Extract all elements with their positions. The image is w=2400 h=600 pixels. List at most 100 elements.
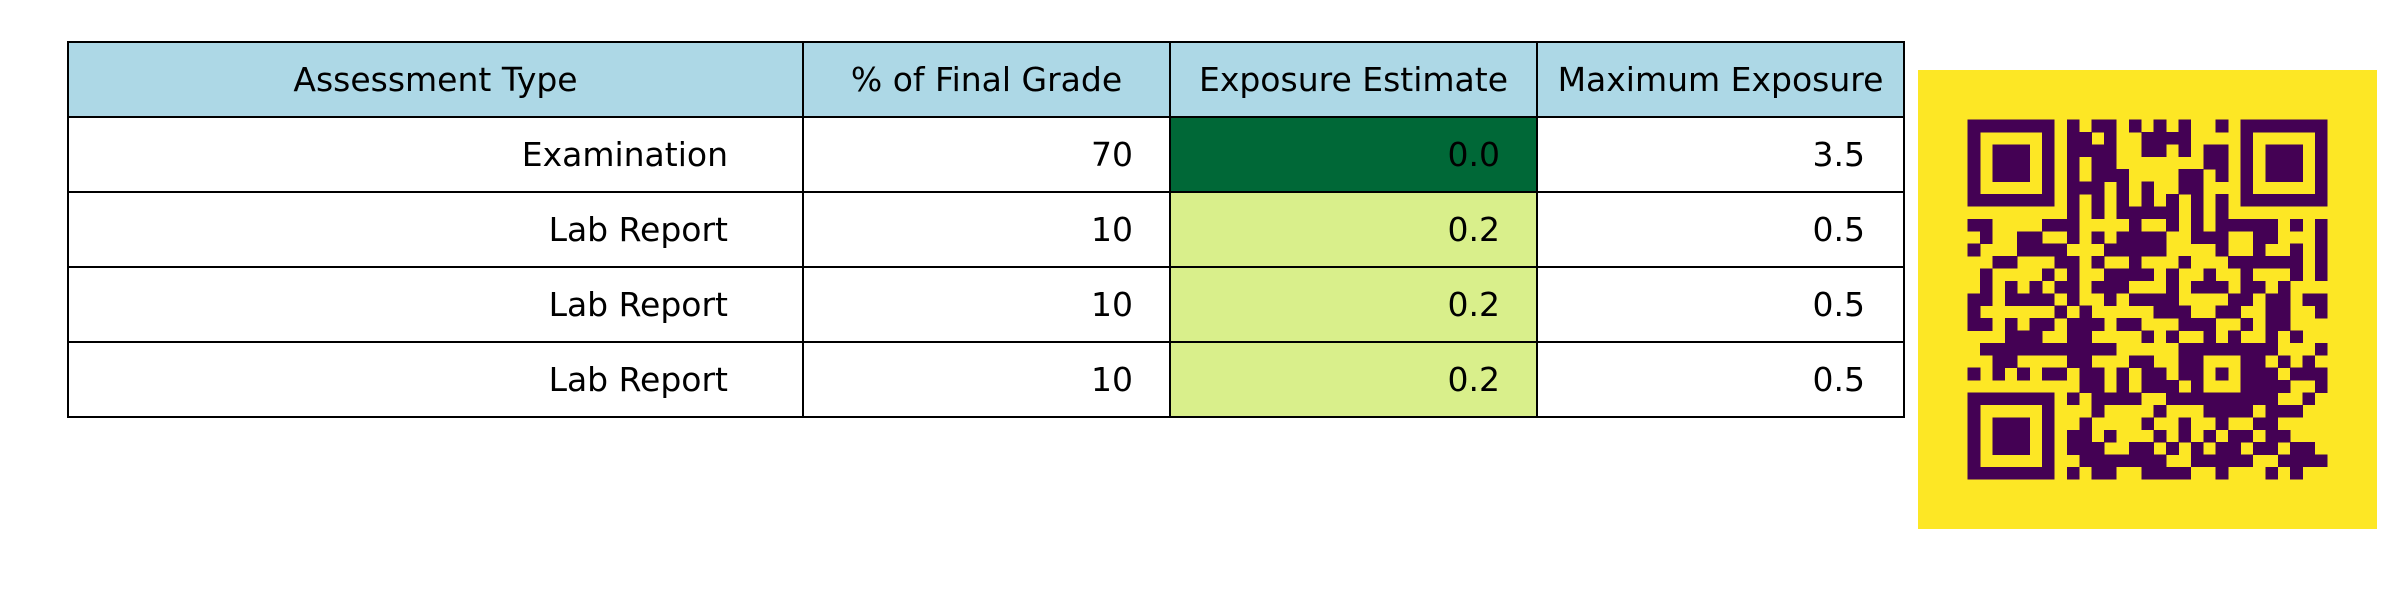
qr-module: [2215, 231, 2229, 244]
qr-module: [2042, 156, 2055, 170]
qr-module: [1967, 305, 1981, 319]
qr-module: [2042, 132, 2055, 145]
qr-module: [2314, 181, 2328, 195]
qr-module: [2240, 218, 2254, 232]
qr-module: [2066, 293, 2080, 306]
qr-module: [2104, 392, 2117, 406]
qr-module: [2240, 355, 2254, 368]
qr-module: [2017, 156, 2030, 170]
table-row: Lab Report 10 0.2 0.5: [67, 341, 1905, 418]
qr-module: [2066, 280, 2080, 294]
qr-module: [2066, 318, 2080, 331]
qr-module: [2228, 392, 2241, 406]
qr-module: [2153, 466, 2167, 480]
qr-module: [2215, 417, 2229, 431]
qr-module: [2215, 442, 2229, 455]
qr-module: [2290, 169, 2303, 182]
qr-module: [2079, 330, 2092, 344]
qr-module: [1992, 144, 2006, 158]
qr-module: [2128, 119, 2142, 133]
qr-module: [2091, 454, 2105, 468]
qr-module: [1967, 466, 1981, 480]
qr-module: [2104, 466, 2117, 480]
qr-module: [2314, 268, 2328, 282]
qr-module: [2228, 293, 2241, 306]
qr-module: [2116, 280, 2130, 294]
qr-module: [2277, 404, 2291, 418]
qr-module: [2302, 194, 2316, 207]
percent-cell: 10: [802, 341, 1171, 418]
qr-module: [1980, 218, 1993, 232]
qr-module: [2004, 256, 2018, 269]
qr-module: [1967, 454, 1981, 468]
qr-module: [2153, 132, 2167, 145]
qr-module: [2252, 380, 2266, 393]
qr-module: [2128, 231, 2142, 244]
qr-module: [2290, 442, 2303, 455]
qr-module: [2079, 355, 2092, 368]
qr-module: [2128, 355, 2142, 368]
qr-module: [2066, 206, 2080, 220]
qr-module: [2228, 330, 2241, 344]
qr-module: [1992, 156, 2006, 170]
qr-module: [2252, 243, 2266, 257]
qr-module: [2252, 367, 2266, 381]
qr-module: [2215, 243, 2229, 257]
qr-module: [1980, 466, 1993, 480]
qr-module: [2190, 280, 2204, 294]
qr-module: [2017, 417, 2030, 431]
qr-module: [2029, 330, 2043, 344]
qr-module: [2141, 194, 2154, 207]
qr-module: [2252, 280, 2266, 294]
qr-module: [2153, 206, 2167, 220]
qr-module: [2029, 293, 2043, 306]
qr-module: [2190, 206, 2204, 220]
qr-module: [2215, 392, 2229, 406]
qr-module: [2004, 194, 2018, 207]
qr-module: [2265, 417, 2279, 431]
qr-module: [1967, 218, 1981, 232]
table-row: Lab Report 10 0.2 0.5: [67, 191, 1905, 268]
qr-module: [2277, 380, 2291, 393]
qr-module: [1967, 293, 1981, 306]
exposure-estimate-cell: 0.2: [1169, 341, 1538, 418]
qr-module: [2066, 132, 2080, 145]
qr-module: [2054, 280, 2068, 294]
qr-module: [1967, 392, 1981, 406]
qr-module: [2029, 392, 2043, 406]
qr-module: [2091, 231, 2105, 244]
qr-module: [2066, 330, 2080, 344]
qr-module: [2265, 218, 2279, 232]
qr-module: [1967, 156, 1981, 170]
qr-module: [2178, 417, 2192, 431]
qr-module: [2066, 268, 2080, 282]
qr-module: [2153, 454, 2167, 468]
qr-module: [2215, 169, 2229, 182]
qr-module: [2265, 466, 2279, 480]
qr-module: [2178, 318, 2192, 331]
qr-module: [2277, 144, 2291, 158]
qr-module: [2215, 119, 2229, 133]
qr-module: [2128, 442, 2142, 455]
qr-module: [2153, 380, 2167, 393]
qr-module: [1967, 429, 1981, 443]
qr-module: [2265, 194, 2279, 207]
maximum-exposure-cell: 0.5: [1536, 266, 1905, 343]
qr-module: [2079, 380, 2092, 393]
qr-module: [2314, 342, 2328, 356]
table-row: Examination 70 0.0 3.5: [67, 116, 1905, 193]
header-assessment-type: Assessment Type: [67, 41, 804, 118]
qr-module: [2029, 231, 2043, 244]
qr-module: [2091, 367, 2105, 381]
qr-module: [1992, 342, 2006, 356]
qr-module: [2079, 144, 2092, 158]
qr-module: [2116, 454, 2130, 468]
qr-module: [2215, 206, 2229, 220]
qr-module: [2265, 367, 2279, 381]
qr-module: [2153, 243, 2167, 257]
qr-module: [2079, 342, 2092, 356]
qr-module: [2240, 280, 2254, 294]
qr-module: [2190, 231, 2204, 244]
qr-module: [2190, 342, 2204, 356]
qr-module: [2017, 429, 2030, 443]
